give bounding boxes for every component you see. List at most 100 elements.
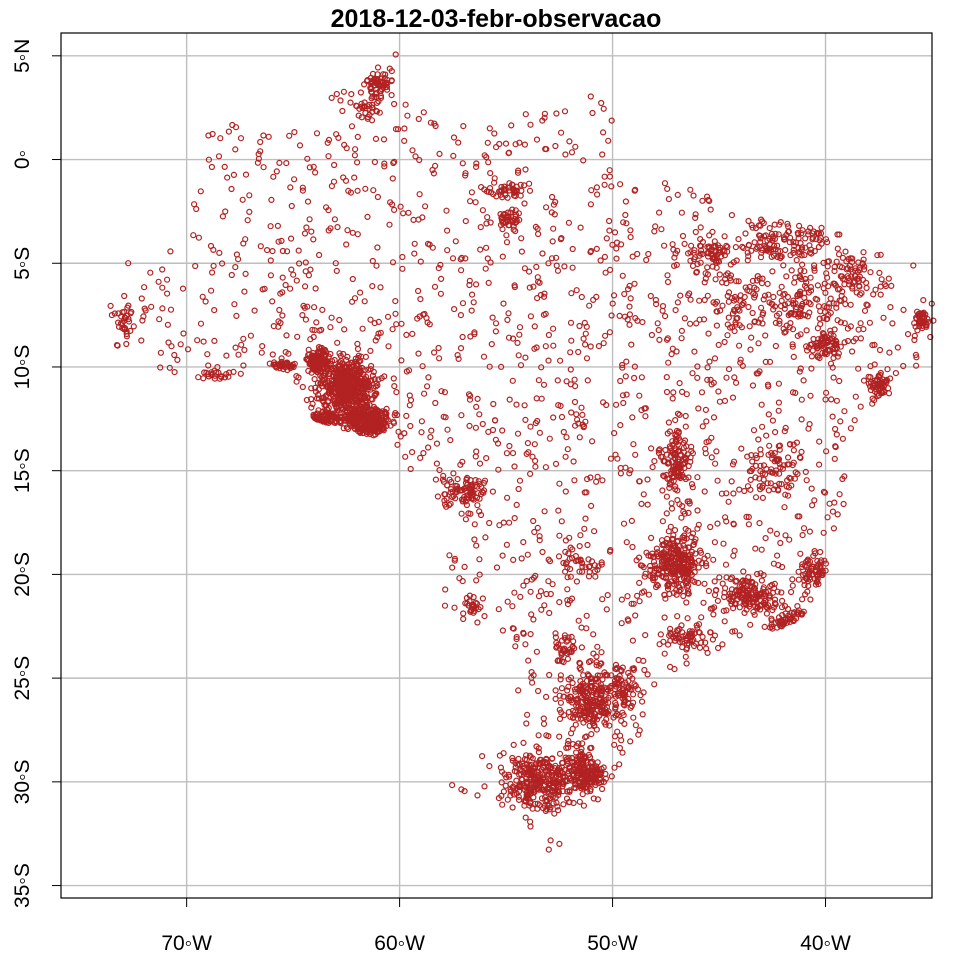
observation-point: [533, 743, 540, 750]
observation-point: [865, 380, 872, 387]
observation-point: [729, 394, 737, 401]
observation-point: [887, 304, 894, 311]
observation-point: [710, 414, 718, 421]
observation-point: [674, 299, 682, 306]
observation-point: [904, 331, 912, 338]
observation-point: [379, 408, 386, 415]
observation-point: [422, 203, 429, 210]
observation-point: [690, 563, 698, 571]
observation-point: [311, 376, 318, 383]
observation-point: [764, 280, 771, 287]
observation-point: [431, 349, 438, 356]
observation-point: [441, 497, 448, 504]
observation-point: [822, 334, 829, 341]
observation-point: [724, 332, 731, 339]
observation-point: [518, 760, 526, 767]
observation-point: [682, 653, 689, 660]
observation-point: [691, 348, 698, 355]
observation-point: [733, 315, 740, 322]
observation-point: [518, 775, 526, 783]
observation-point: [457, 312, 464, 319]
observation-point: [351, 174, 358, 181]
observation-point: [780, 325, 787, 332]
observation-point: [526, 752, 534, 759]
observation-point: [806, 309, 813, 316]
observation-point: [500, 300, 507, 307]
observation-point: [573, 578, 581, 585]
observation-point: [740, 299, 747, 307]
observation-point: [797, 550, 804, 557]
observation-point: [368, 80, 375, 88]
observation-point: [813, 236, 820, 243]
observation-point: [556, 357, 564, 364]
observation-point: [660, 574, 667, 581]
observation-point: [687, 257, 694, 264]
observation-point: [331, 216, 338, 223]
observation-point: [269, 298, 276, 305]
observation-point: [371, 391, 378, 399]
observation-point: [260, 164, 267, 171]
observation-point: [521, 200, 528, 207]
observation-point: [630, 441, 637, 448]
observation-point: [836, 491, 843, 498]
observation-point: [361, 413, 368, 420]
observation-point: [503, 541, 510, 548]
observation-point: [802, 275, 809, 283]
observation-point: [460, 610, 467, 617]
observation-point: [336, 350, 343, 357]
observation-point: [666, 484, 673, 491]
observation-point: [560, 559, 567, 567]
observation-point: [691, 559, 698, 566]
observation-point: [331, 161, 338, 169]
observation-point: [817, 308, 824, 315]
observation-point: [627, 227, 634, 234]
observation-point: [341, 397, 348, 404]
observation-point: [684, 615, 691, 622]
observation-point: [481, 612, 488, 620]
observation-point: [473, 160, 480, 167]
observation-point: [521, 797, 528, 804]
observation-point: [546, 609, 553, 617]
observation-point: [694, 525, 701, 532]
observation-point: [289, 361, 296, 368]
observation-point: [647, 572, 654, 580]
observation-point: [676, 550, 683, 557]
observation-point: [613, 255, 620, 262]
observation-point: [692, 550, 699, 557]
observation-point: [509, 804, 516, 811]
observation-point: [496, 188, 503, 195]
observation-point: [286, 132, 293, 139]
observation-point: [602, 269, 609, 276]
observation-point: [789, 326, 797, 333]
observation-point: [570, 458, 577, 465]
observation-point: [699, 423, 706, 430]
observation-point: [303, 224, 310, 231]
observation-point: [504, 796, 511, 803]
observation-point: [619, 749, 626, 756]
observation-point: [528, 679, 536, 686]
observation-point: [369, 101, 376, 109]
observation-point: [686, 320, 694, 327]
observation-point: [288, 202, 295, 210]
observation-point: [780, 234, 788, 241]
observation-point: [404, 112, 411, 119]
observation-point: [321, 376, 328, 383]
observation-point: [721, 233, 728, 240]
observation-point: [511, 514, 518, 522]
observation-point: [724, 292, 731, 299]
observation-point: [425, 374, 432, 381]
observation-point: [652, 583, 660, 591]
observation-point: [590, 528, 598, 535]
observation-point: [508, 122, 515, 129]
observation-point: [374, 76, 381, 83]
observation-point: [709, 263, 716, 270]
observation-point: [739, 585, 746, 592]
observation-point: [465, 602, 472, 609]
observation-point: [636, 579, 643, 587]
observation-point: [783, 273, 790, 280]
observation-point: [714, 251, 721, 258]
observation-point: [586, 302, 593, 309]
observation-point: [835, 350, 842, 357]
observation-point: [348, 123, 356, 130]
observation-point: [677, 451, 684, 458]
